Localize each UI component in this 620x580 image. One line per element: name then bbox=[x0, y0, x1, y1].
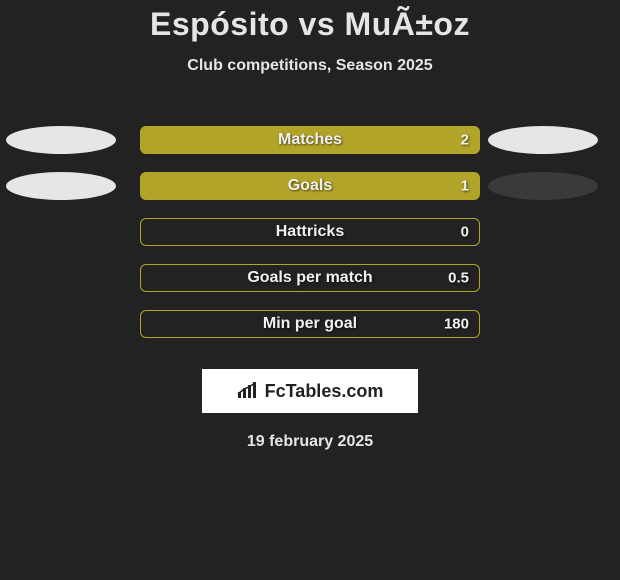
stat-row: Hattricks 0 bbox=[0, 209, 620, 255]
oval-right bbox=[488, 172, 598, 200]
stat-bar: Goals per match 0.5 bbox=[140, 264, 480, 292]
logo-badge: FcTables.com bbox=[202, 369, 418, 413]
stat-rows: Matches 2 Goals 1 Hattricks 0 Goals per match 0… bbox=[0, 117, 620, 347]
stat-row: Goals per match 0.5 bbox=[0, 255, 620, 301]
stat-bar: Min per goal 180 bbox=[140, 310, 480, 338]
stat-row: Matches 2 bbox=[0, 117, 620, 163]
stat-value: 0.5 bbox=[448, 270, 469, 287]
stat-value: 1 bbox=[461, 178, 469, 195]
date-line: 19 february 2025 bbox=[0, 433, 620, 451]
stat-row: Min per goal 180 bbox=[0, 301, 620, 347]
stat-bar: Goals 1 bbox=[140, 172, 480, 200]
page-title: Espósito vs MuÃ±oz bbox=[0, 6, 620, 43]
subtitle: Club competitions, Season 2025 bbox=[0, 57, 620, 75]
infographic-container: Espósito vs MuÃ±oz Club competitions, Se… bbox=[0, 0, 620, 451]
stat-bar: Hattricks 0 bbox=[140, 218, 480, 246]
oval-left bbox=[6, 126, 116, 154]
stat-label: Goals bbox=[288, 177, 332, 195]
stat-value: 180 bbox=[444, 316, 469, 333]
oval-right bbox=[488, 126, 598, 154]
stat-label: Matches bbox=[278, 131, 342, 149]
stat-value: 2 bbox=[461, 132, 469, 149]
stat-label: Min per goal bbox=[263, 315, 357, 333]
stat-value: 0 bbox=[461, 224, 469, 241]
stat-label: Hattricks bbox=[276, 223, 344, 241]
bar-chart-icon bbox=[237, 382, 259, 400]
stat-label: Goals per match bbox=[247, 269, 372, 287]
stat-row: Goals 1 bbox=[0, 163, 620, 209]
logo-text: FcTables.com bbox=[265, 381, 384, 402]
oval-left bbox=[6, 172, 116, 200]
stat-bar: Matches 2 bbox=[140, 126, 480, 154]
